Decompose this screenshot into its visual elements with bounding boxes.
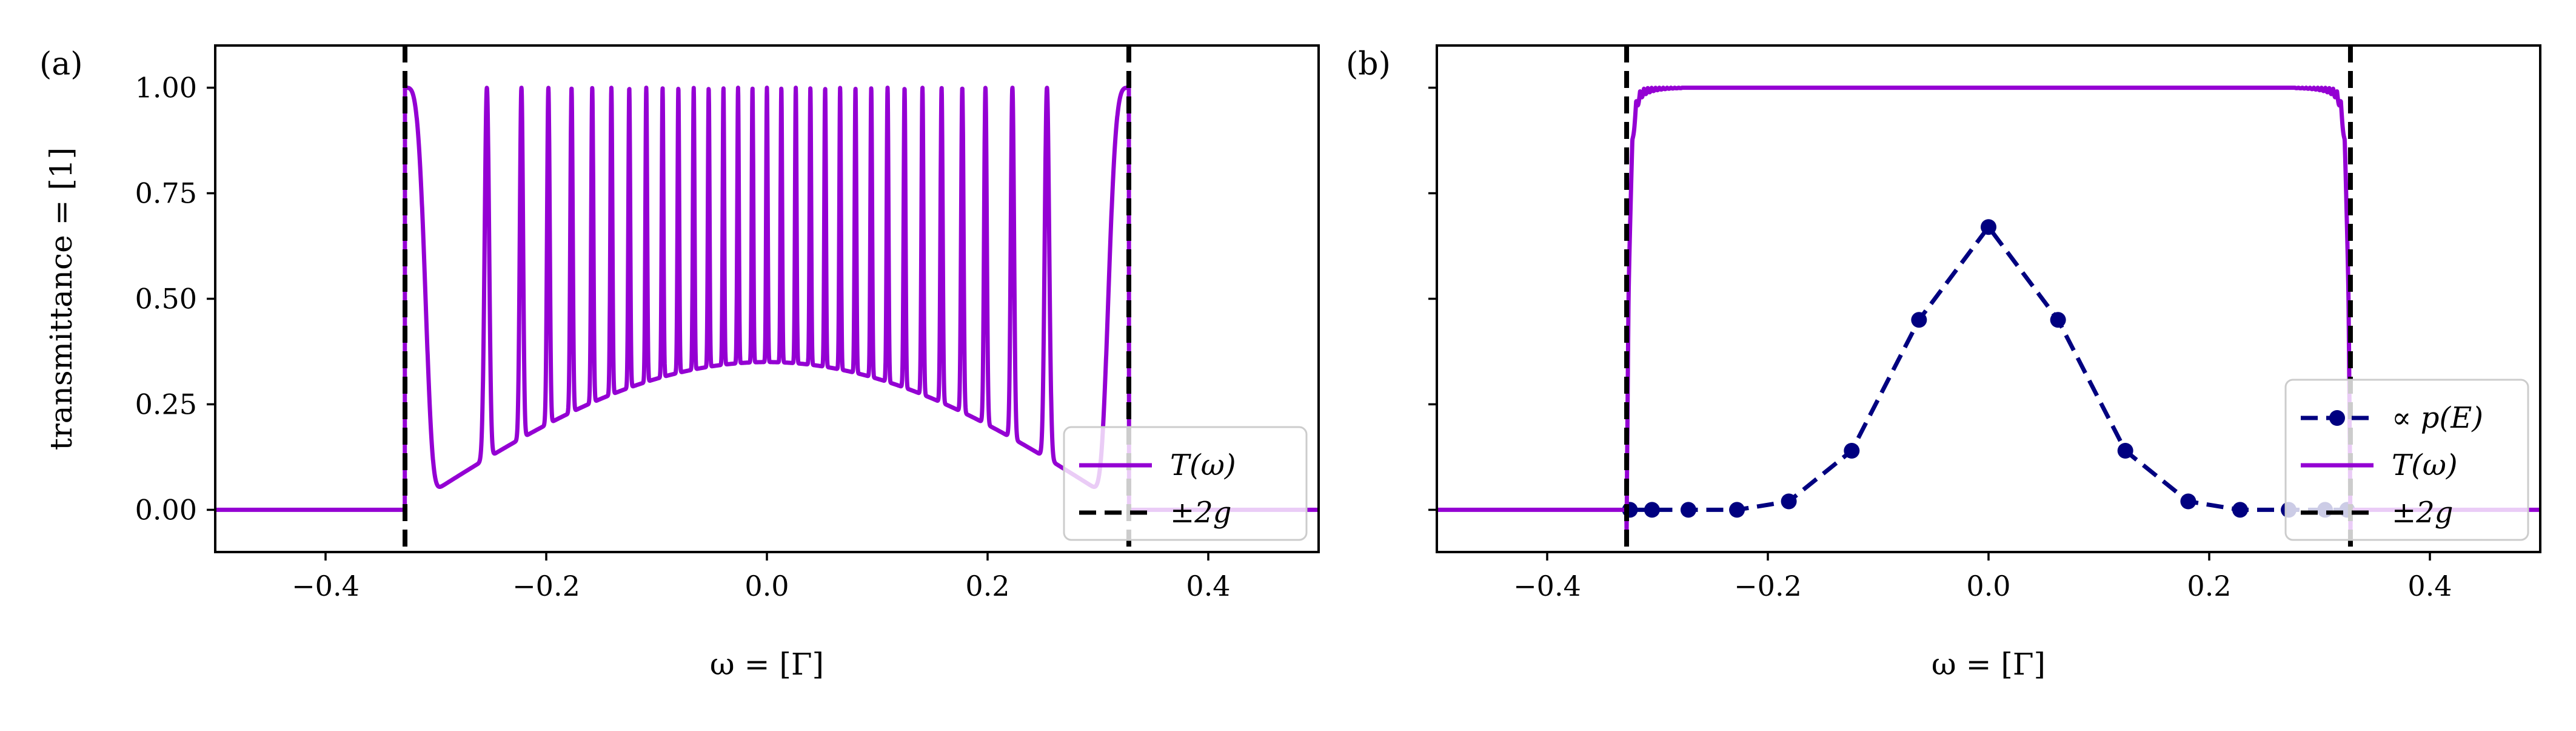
series-pE-point bbox=[1644, 502, 1660, 518]
x-axis-label: ω = [Γ] bbox=[1932, 647, 2046, 682]
x-tick-label: 0.0 bbox=[1966, 570, 2010, 602]
series-pE-point bbox=[1911, 312, 1927, 328]
legend-label: ±2g bbox=[1170, 496, 1231, 530]
legend-label: T(ω) bbox=[1170, 448, 1236, 482]
x-tick-label: 0.2 bbox=[2187, 570, 2231, 602]
x-tick-label: 0.0 bbox=[744, 570, 789, 602]
series-pE-point bbox=[2180, 493, 2196, 510]
series-pE-point bbox=[1981, 219, 1996, 235]
series-pE-point bbox=[1680, 502, 1696, 518]
series-pE-point bbox=[1844, 443, 1860, 459]
x-axis-label: ω = [Γ] bbox=[710, 647, 824, 682]
x-tick-label: −0.4 bbox=[1513, 570, 1581, 602]
x-tick-label: 0.4 bbox=[1186, 570, 1230, 602]
panel-label: (b) bbox=[1346, 46, 1391, 83]
x-tick-label: 0.2 bbox=[965, 570, 1009, 602]
legend-marker bbox=[2329, 410, 2345, 426]
chart-panel-b: −0.4 −0.2 0.0 0.2 0.4 ω = [Γ] (b) ∝ p(E) T(ω) ±2g bbox=[1346, 44, 2541, 682]
x-tick-label: 0.4 bbox=[2407, 570, 2452, 602]
y-tick-label: 0.50 bbox=[135, 283, 197, 315]
series-pE-line bbox=[1630, 223, 2347, 512]
series-pE-point bbox=[2050, 312, 2066, 328]
legend: ∝ p(E) T(ω) ±2g bbox=[2284, 379, 2529, 541]
legend: T(ω) ±2g bbox=[1063, 426, 1308, 541]
legend-box bbox=[2284, 379, 2529, 541]
legend-label: ∝ p(E) bbox=[2392, 401, 2483, 435]
y-tick-label: 0.75 bbox=[135, 177, 197, 210]
x-tick-label: −0.2 bbox=[512, 570, 580, 602]
series-pE-point bbox=[1729, 502, 1745, 518]
series-pE-point bbox=[2117, 443, 2133, 459]
y-tick-label: 1.00 bbox=[135, 72, 197, 104]
series-pE-point bbox=[1781, 493, 1797, 510]
x-tick-label: −0.4 bbox=[292, 570, 360, 602]
legend-label: ±2g bbox=[2392, 496, 2453, 530]
legend-box bbox=[1063, 426, 1308, 541]
x-tick-label: −0.2 bbox=[1734, 570, 1802, 602]
y-axis-label: transmittance = [1] bbox=[44, 147, 79, 450]
legend-label: T(ω) bbox=[2392, 448, 2458, 482]
y-tick-label: 0.25 bbox=[135, 388, 197, 420]
series-pE-point bbox=[2232, 502, 2248, 518]
y-tick-label: 0.00 bbox=[135, 493, 197, 526]
chart-panel-a: −0.4 −0.2 0.0 0.2 0.4 0.00 0.25 0.50 0.75 1.00 ω =… bbox=[39, 44, 1320, 682]
panel-label: (a) bbox=[39, 46, 83, 83]
